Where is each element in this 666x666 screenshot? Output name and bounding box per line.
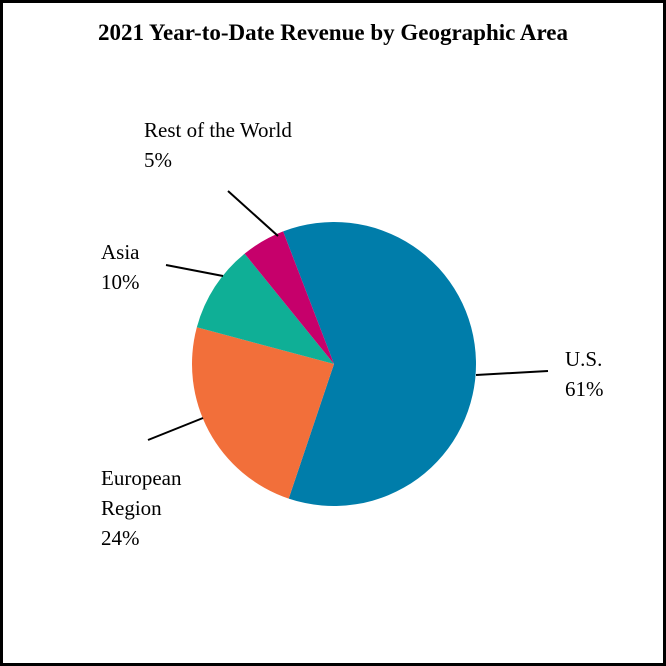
label-rest-of-world-value: 5% — [144, 148, 172, 172]
label-european-region-name-line1: European — [101, 466, 182, 490]
chart-title: 2021 Year-to-Date Revenue by Geographic … — [98, 20, 568, 45]
slice-rest-of-world — [244, 231, 334, 364]
label-us-name: U.S. — [565, 347, 603, 371]
label-european-region: European Region 24% — [101, 463, 181, 553]
slice-asia — [196, 253, 334, 364]
leader-line-asia — [165, 264, 224, 277]
leader-line-rest-of-world — [227, 190, 279, 237]
label-european-region-value: 24% — [101, 526, 140, 550]
label-rest-of-world-name: Rest of the World — [144, 118, 292, 142]
label-us-value: 61% — [565, 377, 604, 401]
label-european-region-name-line2: Region — [101, 496, 162, 520]
slice-european-region — [192, 327, 334, 499]
label-asia-value: 10% — [101, 270, 140, 294]
leader-line-us — [475, 370, 549, 376]
label-rest-of-world: Rest of the World 5% — [144, 115, 292, 175]
label-us: U.S. 61% — [565, 344, 604, 404]
leader-line-european-region — [147, 417, 204, 441]
label-asia: Asia 10% — [101, 237, 140, 297]
label-asia-name: Asia — [101, 240, 140, 264]
pie-chart — [147, 190, 549, 506]
slice-us — [283, 221, 477, 506]
